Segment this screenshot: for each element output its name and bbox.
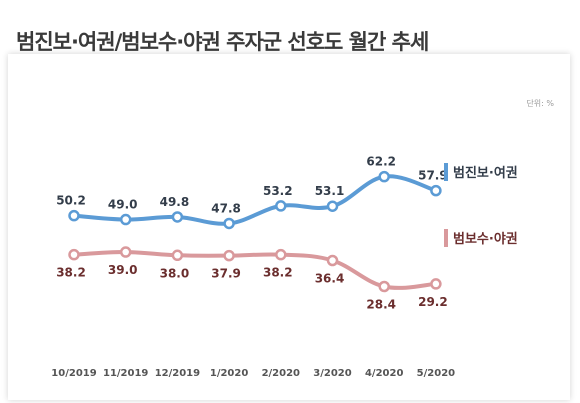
data-point	[275, 248, 287, 261]
data-label: 49.8	[160, 195, 190, 209]
data-label: 29.2	[418, 295, 448, 309]
legend-label: 범보수·야권	[453, 231, 518, 247]
x-tick-label: 1/2020	[210, 368, 248, 379]
data-point	[326, 200, 339, 212]
data-label: 53.1	[315, 184, 345, 198]
data-label: 39.0	[108, 263, 138, 277]
legend-swatch	[444, 229, 448, 247]
data-point	[326, 254, 339, 267]
data-point	[275, 200, 287, 212]
chart-title: 범진보·여권/범보수·야권 주자군 선호도 월간 추세	[16, 30, 429, 54]
data-label: 37.9	[211, 267, 241, 281]
data-point	[430, 278, 442, 290]
unit-note: 단위: %	[526, 99, 554, 108]
legend-swatch	[444, 163, 448, 181]
data-point	[119, 246, 132, 258]
legend-label: 범진보·여권	[453, 165, 518, 181]
data-point	[378, 280, 390, 293]
data-point	[378, 170, 390, 183]
data-point	[171, 249, 184, 262]
x-tick-label: 4/2020	[365, 368, 403, 379]
data-point	[68, 248, 80, 261]
data-point	[223, 217, 235, 230]
data-point	[171, 211, 184, 223]
data-label: 62.2	[366, 155, 396, 169]
x-tick-label: 2/2020	[262, 368, 300, 379]
data-label: 53.2	[263, 184, 293, 198]
data-label: 47.8	[211, 201, 241, 215]
data-label: 57.9	[418, 169, 448, 183]
data-label: 49.0	[108, 198, 138, 212]
data-label: 38.2	[263, 266, 293, 280]
data-label: 36.4	[315, 272, 345, 286]
data-point	[68, 209, 80, 222]
data-label: 38.2	[56, 266, 86, 280]
x-tick-label: 11/2019	[103, 368, 148, 379]
chart-panel: 단위: %	[8, 54, 570, 400]
data-label: 50.2	[56, 194, 86, 208]
x-tick-label: 5/2020	[417, 368, 455, 379]
data-point	[430, 184, 442, 197]
data-label: 28.4	[366, 298, 396, 312]
x-tick-label: 3/2020	[313, 368, 351, 379]
data-label: 38.0	[160, 266, 190, 280]
data-point	[223, 249, 235, 262]
x-tick-label: 12/2019	[155, 368, 200, 379]
data-point	[119, 213, 132, 226]
x-tick-label: 10/2019	[51, 368, 96, 379]
